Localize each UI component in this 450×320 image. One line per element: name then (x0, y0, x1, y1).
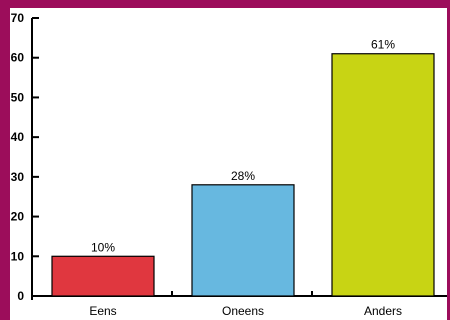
x-tick-label: Anders (364, 304, 402, 318)
data-label: 28% (231, 169, 255, 183)
data-label: 61% (371, 38, 395, 52)
bar-eens (51, 255, 155, 297)
y-tick-label: 60 (11, 51, 25, 65)
bar-anders (331, 53, 435, 297)
y-tick-label: 40 (11, 130, 25, 144)
y-tick-label: 0 (17, 289, 24, 303)
y-tick-label: 30 (11, 170, 25, 184)
y-tick-label: 70 (11, 11, 25, 25)
y-tick-label: 50 (11, 90, 25, 104)
bar-chart: 0 10 20 30 40 50 60 70 10% Eens 28% Oneens 61% Anders (11, 11, 447, 318)
x-tick-label: Oneens (222, 304, 264, 318)
y-tick-label: 20 (11, 210, 25, 224)
y-tick-label: 10 (11, 249, 25, 263)
bar-oneens (191, 184, 295, 297)
x-tick-label: Eens (89, 304, 116, 318)
data-label: 10% (91, 240, 115, 254)
